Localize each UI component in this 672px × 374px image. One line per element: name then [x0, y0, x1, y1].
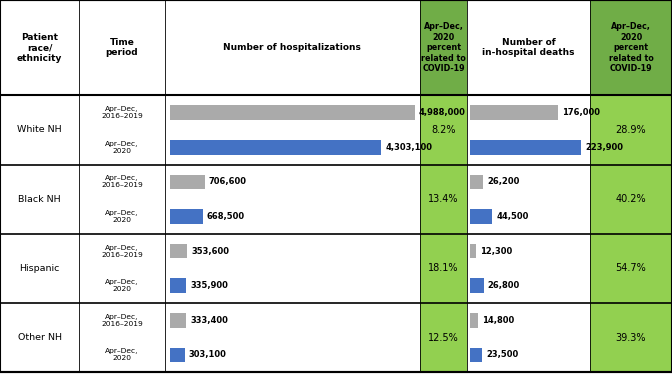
Text: Apr–Dec,
2020: Apr–Dec, 2020: [106, 141, 138, 154]
Bar: [170, 209, 203, 224]
Text: 668,500: 668,500: [207, 212, 245, 221]
Text: Apr–Dec,
2016–2019: Apr–Dec, 2016–2019: [101, 245, 143, 258]
Text: Patient
race/
ethnicity: Patient race/ ethnicity: [17, 33, 62, 62]
Text: 18.1%: 18.1%: [428, 263, 459, 273]
Bar: [420, 234, 467, 303]
Text: 223,900: 223,900: [585, 143, 624, 152]
Text: 333,400: 333,400: [190, 316, 228, 325]
Text: 12,300: 12,300: [480, 246, 513, 255]
Bar: [0, 0, 420, 95]
Text: 23,500: 23,500: [486, 350, 518, 359]
Text: 26,800: 26,800: [488, 281, 520, 290]
Text: Black NH: Black NH: [18, 194, 61, 204]
Text: 28.9%: 28.9%: [616, 125, 646, 135]
Bar: [420, 0, 467, 95]
Bar: [170, 244, 187, 258]
Bar: [420, 303, 467, 372]
Bar: [590, 165, 672, 234]
Text: 44,500: 44,500: [497, 212, 529, 221]
Text: 176,000: 176,000: [562, 108, 599, 117]
Text: Hispanic: Hispanic: [19, 264, 60, 273]
Text: 14,800: 14,800: [482, 316, 514, 325]
Text: Apr–Dec,
2016–2019: Apr–Dec, 2016–2019: [101, 314, 143, 327]
Text: 54.7%: 54.7%: [616, 263, 646, 273]
Bar: [170, 140, 381, 154]
Text: 39.3%: 39.3%: [616, 332, 646, 343]
Text: 8.2%: 8.2%: [431, 125, 456, 135]
Bar: [170, 313, 186, 328]
Text: Number of
in-hospital deaths: Number of in-hospital deaths: [482, 38, 575, 57]
Text: 4,988,000: 4,988,000: [419, 108, 466, 117]
Bar: [467, 95, 590, 165]
Text: 706,600: 706,600: [209, 177, 247, 186]
Bar: [470, 278, 484, 293]
Text: Time
period: Time period: [106, 38, 138, 57]
Text: 303,100: 303,100: [189, 350, 226, 359]
Text: Apr–Dec,
2016–2019: Apr–Dec, 2016–2019: [101, 175, 143, 188]
Bar: [590, 234, 672, 303]
Bar: [470, 313, 478, 328]
Bar: [420, 95, 467, 165]
Text: Apr–Dec,
2020
percent
related to
COVID-19: Apr–Dec, 2020 percent related to COVID-1…: [609, 22, 653, 73]
Bar: [467, 165, 590, 234]
Text: 335,900: 335,900: [191, 281, 228, 290]
Bar: [470, 175, 483, 189]
Text: 13.4%: 13.4%: [428, 194, 459, 204]
Text: White NH: White NH: [17, 125, 62, 135]
Bar: [590, 95, 672, 165]
Text: 4,303,100: 4,303,100: [385, 143, 432, 152]
Text: Apr–Dec,
2020: Apr–Dec, 2020: [106, 210, 138, 223]
Bar: [467, 234, 590, 303]
Text: 12.5%: 12.5%: [428, 332, 459, 343]
Bar: [0, 165, 420, 234]
Text: Other NH: Other NH: [17, 333, 62, 342]
Bar: [470, 347, 482, 362]
Bar: [470, 209, 493, 224]
Text: Apr–Dec,
2020
percent
related to
COVID-19: Apr–Dec, 2020 percent related to COVID-1…: [421, 22, 466, 73]
Bar: [470, 140, 581, 154]
Bar: [470, 244, 476, 258]
Text: 40.2%: 40.2%: [616, 194, 646, 204]
Bar: [0, 234, 420, 303]
Text: 353,600: 353,600: [192, 246, 229, 255]
Text: Apr–Dec,
2020: Apr–Dec, 2020: [106, 279, 138, 292]
Bar: [170, 105, 415, 120]
Text: Number of hospitalizations: Number of hospitalizations: [223, 43, 362, 52]
Bar: [590, 303, 672, 372]
Text: Apr–Dec,
2016–2019: Apr–Dec, 2016–2019: [101, 106, 143, 119]
Text: Apr–Dec,
2020: Apr–Dec, 2020: [106, 348, 138, 361]
Bar: [590, 0, 672, 95]
Bar: [470, 105, 558, 120]
Bar: [467, 0, 590, 95]
Bar: [0, 303, 420, 372]
Bar: [170, 347, 185, 362]
Bar: [420, 165, 467, 234]
Bar: [467, 303, 590, 372]
Bar: [0, 95, 420, 165]
Bar: [170, 175, 205, 189]
Bar: [170, 278, 187, 293]
Text: 26,200: 26,200: [487, 177, 519, 186]
